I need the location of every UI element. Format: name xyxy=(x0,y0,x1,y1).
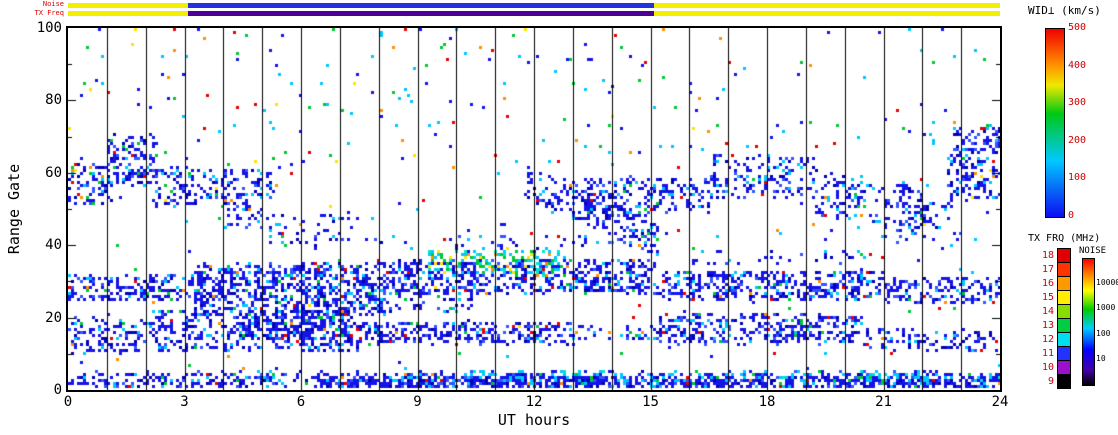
y-tick-label: 100 xyxy=(36,20,62,36)
wid-colorbar xyxy=(1045,28,1065,218)
txfrq-tick-label: 11 xyxy=(1041,348,1054,359)
noise-strip-segment xyxy=(188,3,655,8)
txfrq-colorbar-title: TX FRQ (MHz) xyxy=(1028,233,1101,244)
txfrq-color-cell xyxy=(1057,290,1071,305)
x-tick-label: 9 xyxy=(413,394,422,410)
y-tick-label: 80 xyxy=(45,92,62,109)
wid-tick-label: 0 xyxy=(1068,210,1075,221)
wid-tick-label: 300 xyxy=(1068,97,1087,109)
x-tick-label: 21 xyxy=(875,394,892,410)
txfrq-color-cell xyxy=(1057,248,1071,263)
noise-tick-label: 100 xyxy=(1096,328,1111,338)
txfrq-tick-label: 13 xyxy=(1041,320,1054,331)
noise-tick-label: 1000 xyxy=(1096,303,1116,313)
txfreq-strip-label: TX Freq xyxy=(34,9,64,17)
txfrq-color-cell xyxy=(1057,318,1071,333)
x-tick-label: 0 xyxy=(63,394,73,410)
wid-tick-label: 400 xyxy=(1068,59,1087,71)
txfrq-tick-label: 9 xyxy=(1047,376,1054,387)
wid-colorbar-title: WID⊥ (km/s) xyxy=(1028,4,1101,17)
wid-tick-label: 200 xyxy=(1068,134,1087,146)
plot-frame xyxy=(66,26,1002,392)
spectrogram-canvas xyxy=(68,28,1000,390)
y-tick-label: 20 xyxy=(45,309,62,326)
txfrq-tick-label: 15 xyxy=(1041,292,1054,303)
txfrq-color-cell xyxy=(1057,374,1071,389)
noise-tick-label: 10 xyxy=(1096,353,1106,363)
txfrq-tick-label: 10 xyxy=(1041,362,1054,373)
txfrq-color-cell xyxy=(1057,276,1071,291)
noise-strip-segment xyxy=(654,3,1000,8)
txfrq-color-cell xyxy=(1057,304,1071,319)
txfrq-tick-label: 16 xyxy=(1041,278,1054,289)
y-tick-label: 40 xyxy=(45,237,62,254)
x-tick-label: 24 xyxy=(991,394,1009,410)
noise-strip-segment xyxy=(68,3,189,8)
y-tick-label: 60 xyxy=(45,164,62,181)
x-tick-label: 15 xyxy=(642,394,659,410)
y-tick-label: 0 xyxy=(53,382,62,398)
txfrq-color-cell xyxy=(1057,346,1071,361)
noise-colorbar-title: NOISE xyxy=(1079,246,1107,256)
noise-strip xyxy=(68,3,1000,8)
txfrq-color-cell xyxy=(1057,332,1071,347)
txfreq-strip-segment xyxy=(654,11,1000,16)
y-axis-label: Range Gate xyxy=(5,163,23,255)
txfrq-tick-label: 14 xyxy=(1041,306,1054,317)
x-tick-label: 3 xyxy=(180,394,189,410)
x-axis-label: UT hours xyxy=(497,411,571,429)
txfrq-tick-label: 12 xyxy=(1041,334,1054,345)
txfrq-color-cell xyxy=(1057,262,1071,277)
txfreq-strip-segment xyxy=(68,11,189,16)
txfreq-strip xyxy=(68,11,1000,16)
txfrq-tick-label: 17 xyxy=(1041,264,1054,275)
x-tick-label: 12 xyxy=(525,394,543,410)
noise-tick-label: 10000 xyxy=(1096,278,1118,288)
txfreq-strip-segment xyxy=(188,11,655,16)
txfrq-tick-label: 18 xyxy=(1041,250,1054,261)
noise-colorbar xyxy=(1082,258,1095,386)
txfrq-color-cell xyxy=(1057,360,1071,375)
wid-tick-label: 500 xyxy=(1068,22,1087,33)
x-tick-label: 6 xyxy=(296,394,306,410)
noise-strip-label: Noise xyxy=(42,0,64,8)
x-tick-label: 18 xyxy=(758,394,776,410)
wid-tick-label: 100 xyxy=(1068,172,1087,184)
